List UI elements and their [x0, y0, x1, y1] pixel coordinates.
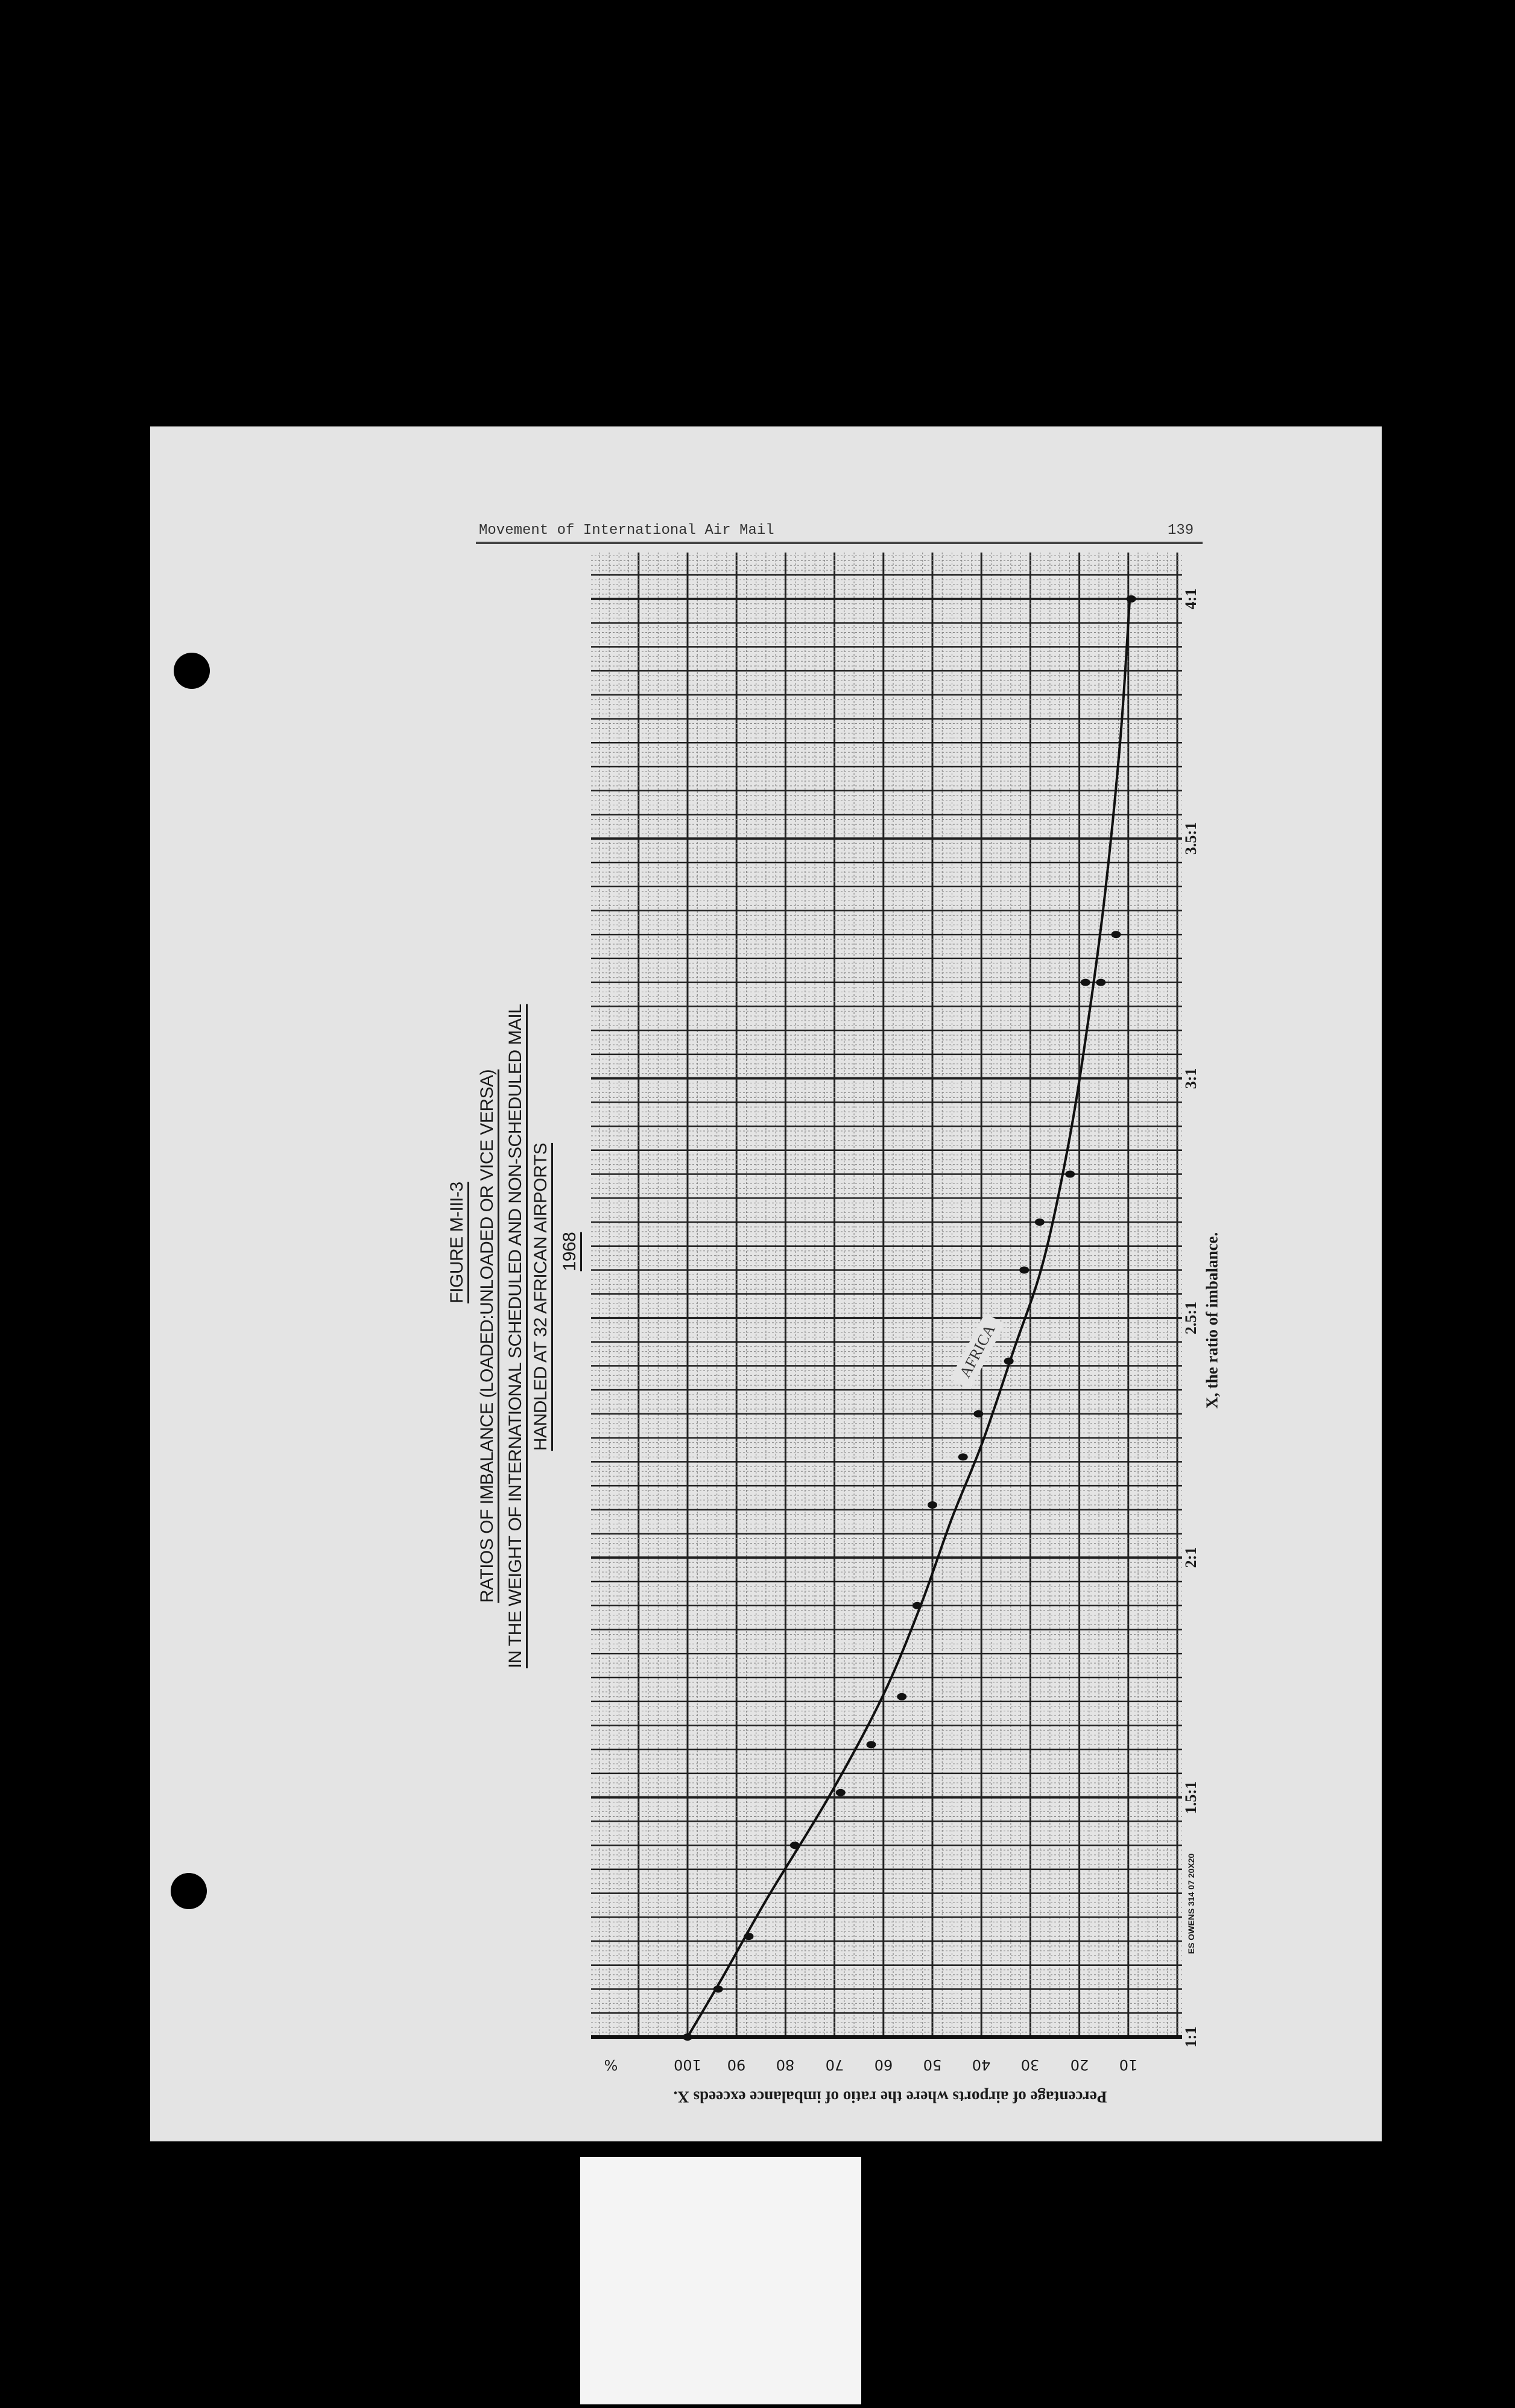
- data-point: [1019, 1266, 1030, 1274]
- data-point: [912, 1602, 922, 1609]
- data-point: [744, 1933, 754, 1941]
- x-axis-label: X, the ratio of imbalance.: [1203, 1232, 1221, 1409]
- header-rule: [476, 542, 1203, 544]
- punch-hole: [171, 1873, 207, 1909]
- data-point: [866, 1741, 876, 1749]
- y-tick-label: 70: [825, 2056, 844, 2073]
- y-tick-label: 40: [972, 2056, 991, 2073]
- data-point: [789, 1842, 800, 1849]
- figure-title-line2: IN THE WEIGHT OF INTERNATIONAL SCHEDULED…: [505, 1004, 525, 1668]
- y-axis-label: Percentage of airports where the ratio o…: [673, 2088, 1107, 2106]
- x-tick-label: 3:1: [1182, 1068, 1200, 1089]
- data-point: [928, 1501, 937, 1509]
- data-point: [897, 1693, 907, 1700]
- data-point: [1034, 1218, 1045, 1226]
- data-point: [713, 1985, 723, 1993]
- data-point: [1080, 978, 1090, 986]
- figure-year: 1968: [560, 1232, 580, 1272]
- data-point: [835, 1789, 846, 1796]
- y-tick-label: 60: [874, 2056, 893, 2073]
- data-point: [1111, 931, 1121, 939]
- punch-hole: [174, 653, 210, 689]
- y-unit-label: %: [604, 2056, 618, 2073]
- x-tick-label: 2:1: [1182, 1547, 1200, 1568]
- x-tick-label: 1.5:1: [1182, 1781, 1200, 1814]
- y-tick-label: 20: [1070, 2056, 1089, 2073]
- data-point: [1096, 978, 1106, 986]
- x-tick-label: 4:1: [1182, 588, 1200, 610]
- data-point: [1065, 1170, 1075, 1178]
- data-point: [1004, 1357, 1014, 1365]
- figure-title-line1: RATIOS OF IMBALANCE (LOADED:UNLOADED OR …: [477, 1069, 497, 1603]
- y-tick-label: 10: [1119, 2056, 1138, 2073]
- y-tick-label: 100: [674, 2056, 701, 2073]
- blank-card: [580, 2157, 861, 2404]
- data-point: [683, 2033, 692, 2041]
- data-point: [958, 1453, 968, 1461]
- y-tick-label: 80: [776, 2056, 795, 2073]
- figure-number: FIGURE M-III-3: [447, 1182, 467, 1304]
- fitted-curve: [686, 598, 1131, 2038]
- x-tick-label: 1:1: [1182, 2026, 1200, 2048]
- page-number: 139: [1168, 522, 1194, 539]
- x-tick-label: 2.5:1: [1182, 1301, 1200, 1335]
- y-tick-label: 50: [923, 2056, 942, 2073]
- y-tick-label: 90: [727, 2056, 746, 2073]
- paper-imprint: ES OWENS 314 07 20X20: [1186, 1853, 1196, 1954]
- data-point: [1126, 595, 1136, 603]
- y-tick-label: 30: [1021, 2056, 1040, 2073]
- running-title: Movement of International Air Mail: [479, 522, 774, 539]
- data-point: [973, 1410, 984, 1418]
- figure-title-line3: HANDLED AT 32 AFRICAN AIRPORTS: [531, 1142, 551, 1451]
- x-tick-label: 3.5:1: [1182, 822, 1200, 855]
